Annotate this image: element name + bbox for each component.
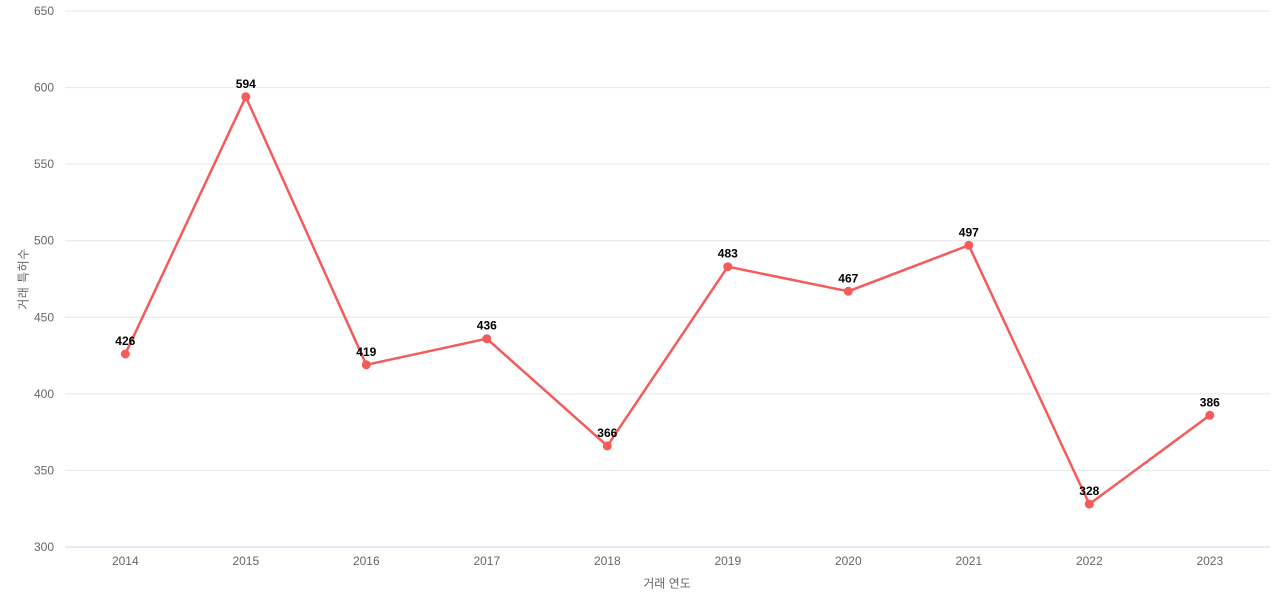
y-tick-label: 450 [34, 310, 54, 324]
data-point-label: 419 [356, 345, 376, 359]
data-point-label: 366 [597, 426, 617, 440]
series-line [124, 95, 1212, 506]
data-point-marker[interactable] [482, 334, 492, 344]
data-point-label: 594 [236, 77, 256, 91]
y-tick-label: 650 [34, 4, 54, 18]
data-point-label: 497 [959, 225, 979, 239]
y-tick-label: 550 [34, 157, 54, 171]
data-point-marker[interactable] [843, 286, 853, 296]
y-tick-label: 300 [34, 540, 54, 554]
x-axis-title: 거래 연도 [643, 576, 691, 591]
x-tick-label: 2018 [594, 554, 621, 568]
y-tick-label: 500 [34, 234, 54, 248]
data-point-marker[interactable] [241, 92, 251, 102]
data-point-label: 483 [718, 247, 738, 261]
y-tick-label: 400 [34, 387, 54, 401]
data-point-marker[interactable] [602, 441, 612, 451]
data-point-marker[interactable] [361, 360, 371, 370]
data-point-marker[interactable] [723, 262, 733, 272]
data-point-marker[interactable] [120, 349, 130, 359]
x-tick-label: 2023 [1196, 554, 1223, 568]
x-tick-label: 2020 [835, 554, 862, 568]
x-tick-label: 2016 [353, 554, 380, 568]
data-point-label: 426 [115, 334, 135, 348]
x-tick-label: 2015 [232, 554, 259, 568]
x-tick-label: 2022 [1076, 554, 1103, 568]
y-tick-label: 350 [34, 463, 54, 477]
data-point-label: 467 [838, 271, 858, 285]
data-point-marker[interactable] [1084, 499, 1094, 509]
x-tick-label: 2021 [955, 554, 982, 568]
y-tick-label: 600 [34, 81, 54, 95]
y-axis-title: 거래 특허수 [16, 248, 31, 310]
x-tick-label: 2014 [112, 554, 139, 568]
data-point-label: 436 [477, 319, 497, 333]
data-point-label: 328 [1079, 484, 1099, 498]
data-point-marker[interactable] [1205, 410, 1215, 420]
x-tick-label: 2019 [714, 554, 741, 568]
data-point-marker[interactable] [964, 240, 974, 250]
x-tick-label: 2017 [473, 554, 500, 568]
data-point-label: 386 [1200, 395, 1220, 409]
